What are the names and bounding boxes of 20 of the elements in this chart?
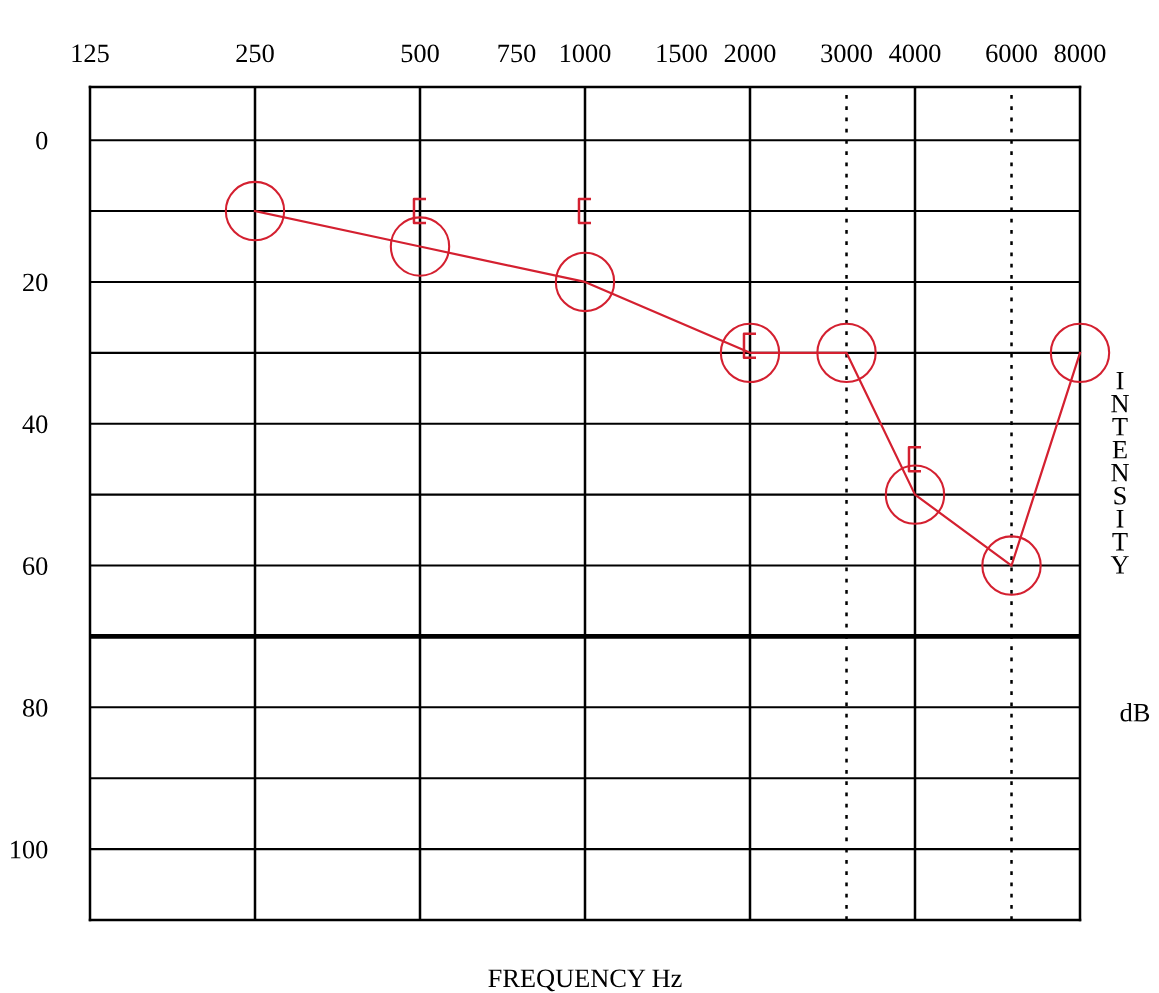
y-tick-label: 40 (22, 415, 48, 434)
x-tick-label: 4000 (889, 44, 941, 63)
text: dB (1120, 703, 1150, 722)
y-tick-label: 80 (22, 698, 48, 717)
x-tick-label: 1500 (657, 44, 707, 63)
y-tick-label: 60 (23, 557, 48, 575)
y-tick-label: 0 (36, 131, 48, 150)
x-tick-label: 2000 (724, 44, 776, 63)
x-tick-label: 8000 (1054, 44, 1106, 63)
x-tick-label: 6000 (986, 44, 1037, 63)
y-tick-label: 20 (23, 273, 48, 292)
x-tick-label: 750 (498, 44, 536, 63)
x-tick-label: 250 (236, 44, 274, 63)
x-tick-label: 500 (401, 44, 439, 63)
text: INTENSITY (1110, 372, 1129, 574)
x-tick-label: 3000 (821, 44, 872, 63)
x-tick-label: 1000 (560, 44, 611, 63)
y-tick-label: 100 (11, 840, 48, 859)
x-tick-label: 125 (72, 44, 109, 63)
x-axis-title: FREQUENCY Hz (488, 969, 682, 992)
